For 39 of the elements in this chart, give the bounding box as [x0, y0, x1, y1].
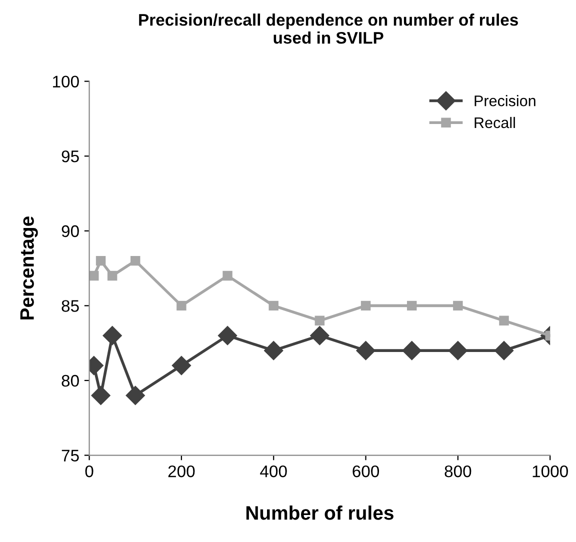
point: [176, 300, 186, 311]
x-axis-title: Number of rules: [246, 506, 394, 520]
point: [222, 270, 232, 281]
x-tick-label: 200: [168, 465, 195, 478]
point: [130, 256, 140, 266]
point: [218, 326, 238, 346]
point: [314, 316, 325, 326]
chart-title: Precision/recall dependence on number of rules used in SVILP: [139, 14, 518, 44]
point: [91, 386, 110, 405]
point: [356, 341, 376, 360]
x-tick-label: 600: [352, 465, 380, 478]
x-tick-label: 1000: [532, 465, 568, 478]
point: [264, 341, 284, 360]
point: [310, 326, 330, 346]
y-tick-label: 100: [53, 76, 79, 88]
x-tick-label: 0: [85, 465, 94, 478]
point: [126, 386, 145, 405]
point: [406, 300, 417, 311]
x-tick-label: 800: [444, 465, 472, 478]
point: [360, 300, 371, 311]
point: [268, 300, 278, 311]
y-tick-label: 95: [62, 150, 79, 162]
point: [96, 256, 106, 266]
y-tick-label: 85: [62, 300, 79, 312]
point: [107, 270, 118, 281]
y-axis-title: Percentage: [20, 216, 38, 320]
point: [402, 341, 422, 360]
legend-label: Precision: [474, 95, 536, 106]
point: [172, 356, 191, 376]
point: [448, 341, 468, 360]
point: [102, 326, 122, 346]
y-tick-label: 80: [62, 374, 79, 387]
y-tick-label: 75: [62, 450, 79, 462]
y-tick-label: 90: [62, 225, 79, 238]
legend-label: Recall: [474, 116, 515, 128]
point: [499, 316, 509, 326]
x-tick-label: 400: [260, 465, 287, 478]
point: [453, 300, 463, 311]
point: [494, 341, 514, 360]
